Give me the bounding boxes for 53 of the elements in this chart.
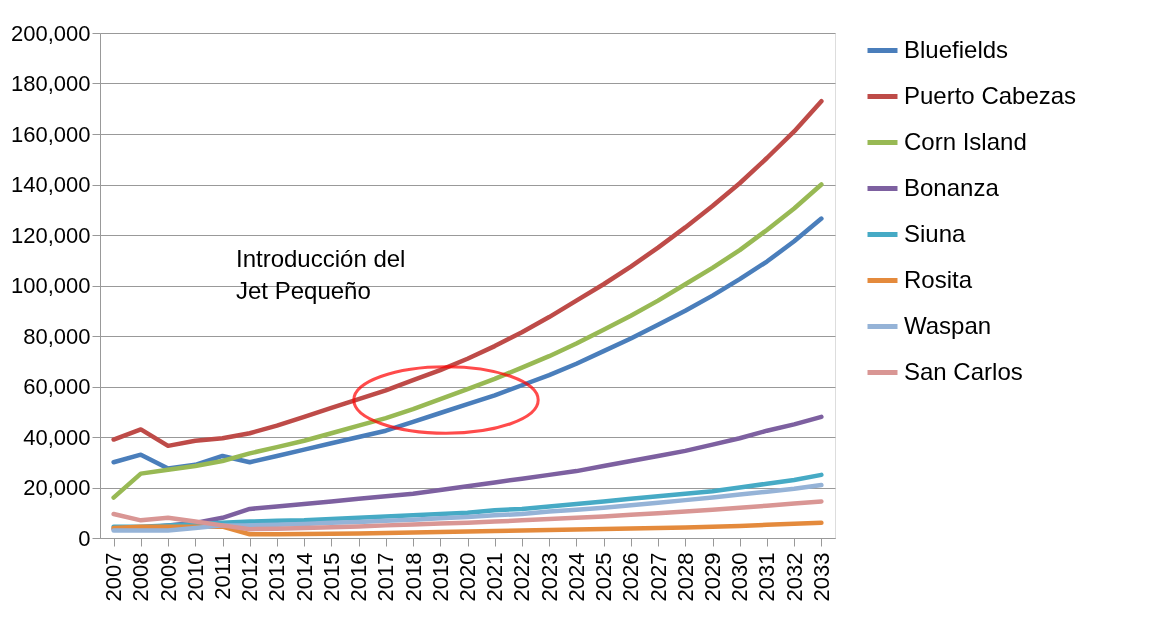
y-tick-label: 200,000: [10, 20, 91, 46]
x-tick-label: 2030: [727, 552, 753, 602]
y-tick-label: 180,000: [10, 71, 91, 96]
line-series: [111, 499, 824, 532]
y-tick-label: 0: [78, 525, 91, 551]
x-tick-label: 2033: [808, 552, 834, 602]
x-tick-label: 2016: [346, 552, 372, 602]
x-tick-label: 2029: [700, 552, 725, 602]
legend-label: Bonanza: [904, 173, 1000, 201]
y-tick-label: 120,000: [10, 222, 91, 248]
x-tick-label: 2015: [318, 552, 344, 602]
x-tick-label: 2020: [455, 552, 480, 602]
y-tick-label: 20,000: [23, 475, 91, 500]
x-tick-label: 2013: [264, 552, 290, 602]
x-tick-label: 2008: [128, 552, 154, 602]
line-series: [111, 98, 824, 449]
legend-label: Siuna: [904, 219, 967, 247]
y-tick-label: 140,000: [10, 172, 91, 197]
x-tick-label: 2032: [781, 552, 807, 602]
x-tick-label: 2007: [101, 552, 127, 602]
y-tick-label: 40,000: [23, 424, 91, 450]
legend-label: San Carlos: [904, 357, 1023, 385]
x-tick-label: 2023: [536, 552, 562, 602]
x-tick-label: 2014: [291, 552, 317, 602]
x-tick-label: 2012: [237, 552, 263, 602]
legend-label: Bluefields: [904, 35, 1009, 63]
y-tick-label: 60,000: [23, 374, 91, 399]
legend-label: Corn Island: [904, 127, 1027, 155]
y-tick-label: 80,000: [23, 323, 91, 349]
y-tick-label: 100,000: [10, 273, 91, 298]
x-tick-label: 2028: [672, 552, 698, 602]
line-series: [111, 520, 824, 537]
x-tick-label: 2022: [509, 552, 535, 602]
line-series: [111, 182, 824, 500]
legend-label: Waspan: [904, 311, 992, 339]
x-tick-label: 2026: [618, 552, 644, 602]
legend-label: Rosita: [904, 265, 973, 293]
line-series: [111, 482, 824, 533]
x-tick-label: 2027: [645, 552, 671, 602]
y-tick-label: 160,000: [10, 121, 91, 147]
x-tick-label: 2031: [754, 552, 780, 602]
x-tick-label: 2021: [482, 552, 508, 602]
x-tick-label: 2017: [373, 552, 399, 602]
x-tick-label: 2009: [155, 552, 181, 602]
x-tick-label: 2011: [210, 552, 235, 600]
x-tick-label: 2010: [182, 552, 208, 602]
x-tick-label: 2019: [427, 552, 453, 602]
line-series: [111, 216, 824, 471]
annotation: Introducción del Jet Pequeño: [236, 245, 406, 304]
x-tick-label: 2025: [591, 552, 617, 602]
x-tick-label: 2018: [400, 552, 426, 602]
legend-label: Puerto Cabezas: [904, 81, 1077, 109]
x-tick-label: 2024: [563, 552, 589, 602]
